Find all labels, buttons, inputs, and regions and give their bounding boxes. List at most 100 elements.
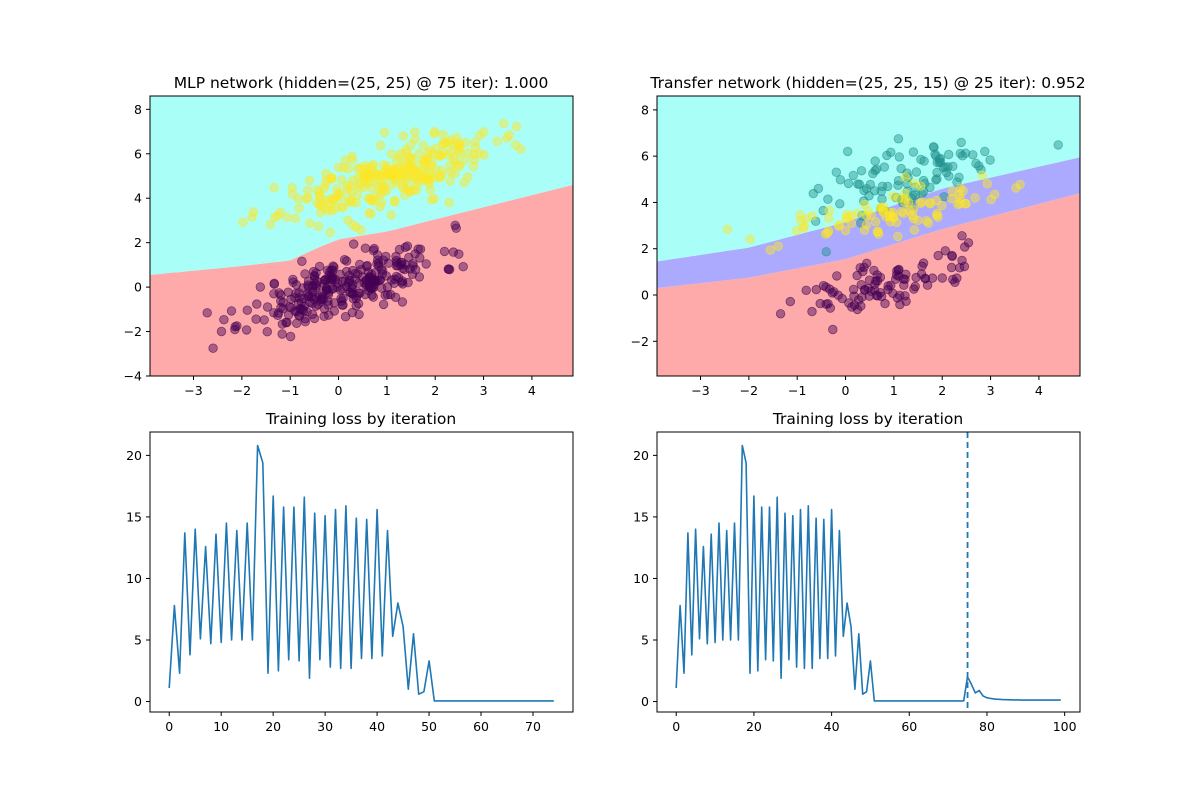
scatter-point <box>443 264 454 274</box>
scatter-point <box>386 289 396 300</box>
scatter-point <box>468 161 479 172</box>
scatter-point <box>413 244 423 254</box>
scatter-point <box>345 194 356 205</box>
y-tick-label: 6 <box>641 149 649 164</box>
scatter-point <box>859 262 869 273</box>
scatter-point <box>818 281 829 291</box>
scatter-point <box>451 132 462 143</box>
scatter-point <box>273 308 284 318</box>
scatter-point <box>919 156 929 166</box>
scatter-point <box>901 269 911 280</box>
scatter-point <box>833 221 844 231</box>
scatter-point <box>894 264 904 275</box>
scatter-point <box>367 194 378 205</box>
y-tick-label: 0 <box>641 694 649 709</box>
scatter-point <box>323 290 334 300</box>
scatter-point <box>960 242 970 252</box>
scatter-point <box>436 170 446 180</box>
scatter-point <box>415 253 425 263</box>
scatter-point <box>944 149 954 160</box>
scatter-point <box>344 197 354 207</box>
scatter-point <box>492 136 502 147</box>
scatter-point <box>238 217 248 227</box>
scatter-point <box>947 186 958 197</box>
scatter-point <box>400 242 411 253</box>
scatter-point <box>454 249 464 259</box>
scatter-point <box>877 181 888 192</box>
scatter-point <box>946 262 957 273</box>
scatter-point <box>269 308 279 318</box>
transfer-plot-frame <box>656 95 1081 377</box>
scatter-point <box>469 155 480 165</box>
scatter-point <box>265 219 276 230</box>
scatter-point <box>444 197 454 208</box>
scatter-point <box>807 306 817 317</box>
scatter-point <box>870 156 880 166</box>
scatter-point <box>380 166 390 176</box>
scatter-point <box>378 181 389 191</box>
x-tick-label: −3 <box>184 383 202 398</box>
scatter-point <box>367 183 377 193</box>
scatter-point <box>864 275 875 285</box>
x-tick-label: 80 <box>979 719 995 734</box>
scatter-point <box>801 214 811 224</box>
scatter-point <box>870 186 880 196</box>
scatter-point <box>873 226 883 237</box>
scatter-point <box>364 273 374 283</box>
scatter-point <box>288 277 298 287</box>
scatter-point <box>932 174 942 184</box>
scatter-point <box>276 296 286 306</box>
scatter-point <box>955 263 965 273</box>
scatter-point <box>341 256 352 266</box>
scatter-point <box>848 284 859 295</box>
scatter-point <box>389 169 399 179</box>
scatter-point <box>865 179 876 190</box>
scatter-point <box>377 269 388 279</box>
scatter-point <box>297 256 307 267</box>
scatter-point <box>880 298 890 309</box>
scatter-point <box>374 258 384 268</box>
scatter-point <box>833 290 843 300</box>
mlp-plot-frame <box>149 95 574 377</box>
decision-region-top <box>657 96 1080 262</box>
scatter-point <box>982 178 993 189</box>
scatter-point <box>242 305 253 315</box>
scatter-point <box>392 156 402 166</box>
scatter-point <box>870 217 881 227</box>
scatter-point <box>347 151 357 162</box>
scatter-point <box>386 210 396 220</box>
scatter-point <box>262 302 273 312</box>
transfer-decision-boundary-plot: Transfer network (hidden=(25, 25, 15) @ … <box>631 74 1086 398</box>
scatter-series-class-2 <box>808 134 1063 257</box>
scatter-point <box>937 273 948 283</box>
x-tick-label: 1 <box>383 383 391 398</box>
x-tick-label: 2 <box>938 383 946 398</box>
x-tick-label: −3 <box>691 383 709 398</box>
scatter-series-class-0 <box>202 220 468 353</box>
scatter-point <box>338 202 348 213</box>
scatter-point <box>855 263 865 273</box>
scatter-point <box>407 153 417 164</box>
x-tick-label: 60 <box>901 719 917 734</box>
scatter-point <box>968 150 978 160</box>
scatter-point <box>394 244 405 255</box>
scatter-point <box>305 218 315 229</box>
y-tick-label: 4 <box>641 195 649 210</box>
scatter-point <box>976 164 986 175</box>
scatter-point <box>923 218 934 228</box>
scatter-point <box>332 184 342 194</box>
scatter-point <box>944 171 954 181</box>
x-tick-label: 10 <box>213 719 229 734</box>
scatter-point <box>366 209 376 219</box>
scatter-point <box>343 278 354 288</box>
scatter-point <box>917 197 927 207</box>
scatter-point <box>811 284 822 295</box>
scatter-point <box>428 149 438 159</box>
scatter-point <box>821 247 832 257</box>
x-tick-label: 4 <box>528 383 536 398</box>
scatter-point <box>361 261 372 272</box>
scatter-point <box>288 274 298 285</box>
scatter-point <box>765 245 776 255</box>
scatter-point <box>444 150 454 160</box>
x-tick-label: 0 <box>672 719 680 734</box>
